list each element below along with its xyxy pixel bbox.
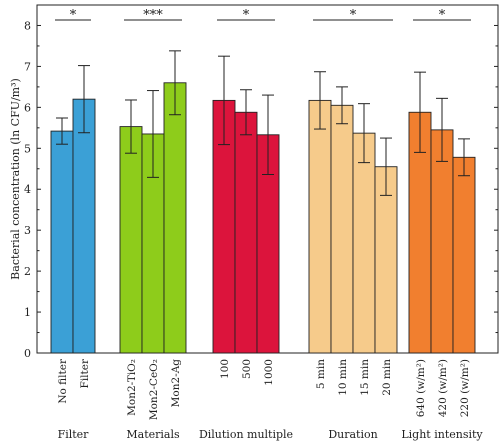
bar <box>330 104 354 354</box>
group-label: Filter <box>58 428 90 441</box>
y-tick-label: 3 <box>24 224 31 237</box>
y-tick-label: 0 <box>24 347 31 360</box>
significance-mark: * <box>70 8 77 23</box>
group-label: Materials <box>126 428 180 441</box>
bar <box>430 129 454 354</box>
y-tick-label: 7 <box>24 60 31 73</box>
bar <box>119 126 143 354</box>
category-label: 100 <box>219 359 231 379</box>
category-label: Filter <box>79 358 91 388</box>
significance-mark: * <box>350 8 357 23</box>
bar <box>308 99 332 354</box>
category-label: Mon2-Ag <box>170 359 182 408</box>
category-label: 1000 <box>263 359 275 386</box>
bar <box>352 132 376 354</box>
category-label: 420 (w/m²) <box>437 359 449 417</box>
group-label: Light intensity <box>401 428 483 441</box>
significance-mark: * <box>243 8 250 23</box>
y-axis-title: Bacterial concentration (ln CFU/m³) <box>9 78 22 280</box>
category-label: 10 min <box>337 359 349 396</box>
y-tick-label: 6 <box>24 101 31 114</box>
category-label: 20 min <box>381 359 393 396</box>
y-tick-label: 1 <box>24 306 31 319</box>
category-label: Mon2-CeO₂ <box>148 359 160 420</box>
bar <box>50 130 74 354</box>
y-tick-label: 2 <box>24 265 31 278</box>
y-tick-label: 4 <box>24 183 31 196</box>
bar <box>234 111 258 354</box>
significance-mark: *** <box>143 8 163 23</box>
group-label: Dilution multiple <box>199 428 293 441</box>
category-label: 5 min <box>315 359 327 389</box>
category-label: No filter <box>57 358 69 404</box>
category-label: 500 <box>241 359 253 379</box>
category-label: Mon2-TiO₂ <box>126 359 138 416</box>
significance-mark: * <box>439 8 446 23</box>
bar <box>163 82 187 354</box>
y-tick-label: 5 <box>24 142 31 155</box>
category-label: 640 (w/m²) <box>415 359 427 417</box>
group-label: Duration <box>328 428 377 441</box>
category-label: 220 (w/m²) <box>459 359 471 417</box>
y-tick-label: 8 <box>24 19 31 32</box>
bar <box>452 156 476 354</box>
category-label: 15 min <box>359 359 371 396</box>
bar <box>72 98 96 354</box>
